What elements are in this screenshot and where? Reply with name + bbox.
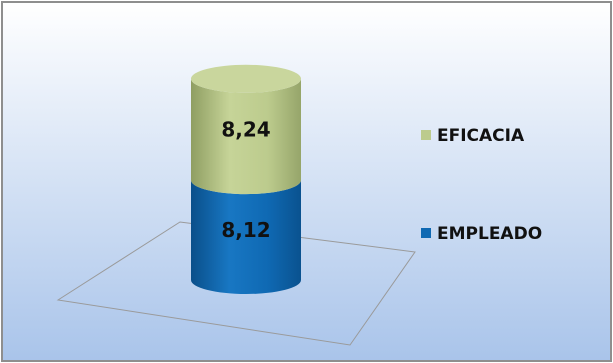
floor-plane [56, 221, 416, 346]
cylinder-top-cap [191, 64, 301, 93]
data-label-empleado: 8,12 [221, 218, 270, 242]
cylinder-segment-empleado [191, 180, 301, 294]
cylinder-segment-eficacia [191, 78, 301, 195]
legend-swatch-empleado [421, 228, 431, 238]
legend-swatch-eficacia [421, 130, 431, 140]
legend-label-eficacia: EFICACIA [437, 126, 525, 146]
data-label-eficacia: 8,24 [221, 117, 270, 141]
legend: EFICACIA EMPLEADO [421, 126, 542, 244]
legend-label-empleado: EMPLEADO [437, 224, 542, 244]
stacked-cylinder: 8,12 8,24 [191, 64, 301, 294]
